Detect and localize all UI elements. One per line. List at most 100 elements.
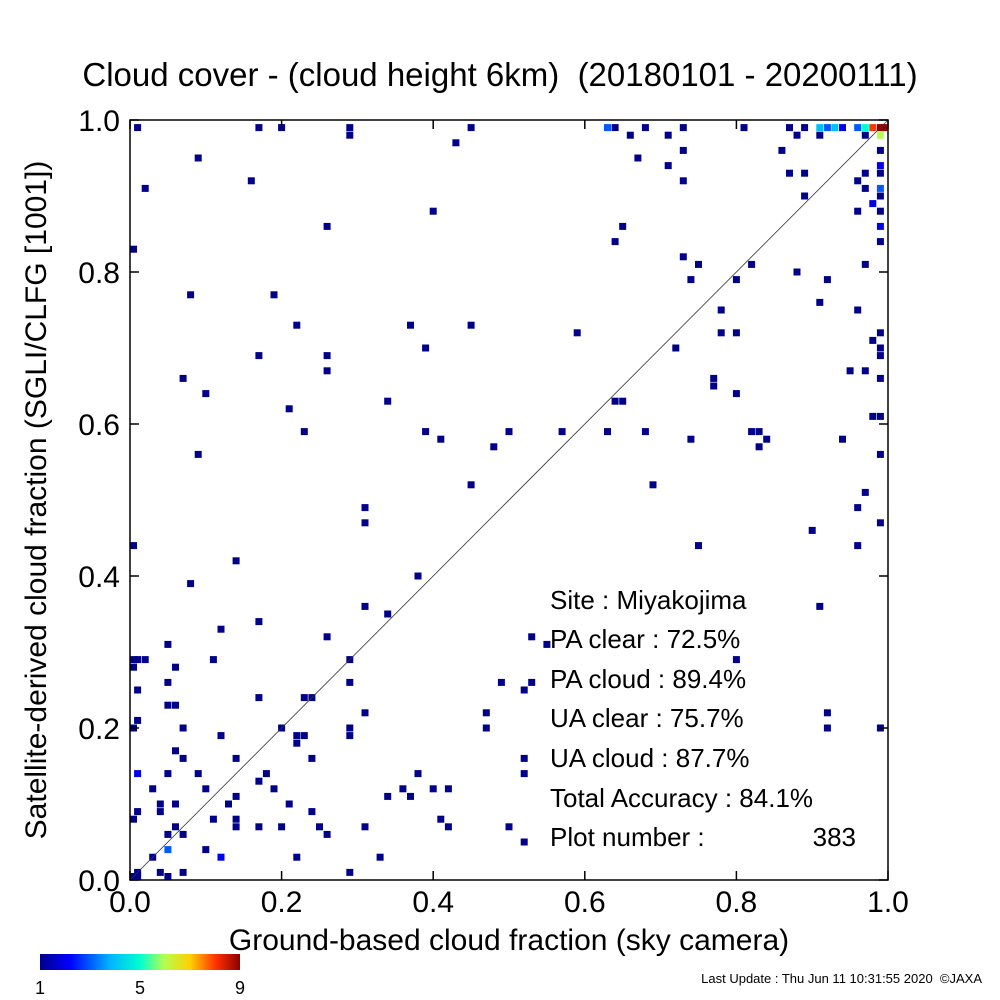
- data-cell: [611, 238, 619, 246]
- y-tick-label: 1.0: [78, 105, 120, 138]
- data-cell: [346, 124, 354, 132]
- data-cell: [293, 853, 301, 861]
- data-cell: [876, 131, 884, 139]
- data-cell: [209, 815, 217, 823]
- data-cell: [482, 709, 490, 717]
- data-cell: [376, 853, 384, 861]
- data-cell: [876, 238, 884, 246]
- data-cell: [611, 397, 619, 405]
- data-cell: [732, 329, 740, 337]
- data-cell: [505, 823, 513, 831]
- data-cell: [801, 124, 809, 132]
- data-cell: [130, 245, 137, 253]
- data-cell: [346, 868, 354, 876]
- data-cell: [156, 800, 164, 808]
- y-tick-label: 0.2: [78, 713, 120, 746]
- data-cell: [876, 352, 884, 360]
- data-cell: [346, 678, 354, 686]
- data-cell: [134, 124, 142, 132]
- data-cell: [156, 868, 164, 876]
- data-cell: [164, 640, 172, 648]
- data-cell: [823, 124, 831, 132]
- data-cell: [695, 260, 702, 268]
- one-to-one-line: [129, 119, 889, 881]
- data-cell: [528, 633, 536, 641]
- data-cell: [861, 124, 869, 132]
- chart-title: Cloud cover - (cloud height 6km) (201801…: [82, 56, 918, 93]
- x-tick-label: 0.6: [564, 886, 606, 919]
- data-cell: [748, 428, 756, 436]
- data-cell: [399, 785, 407, 793]
- data-cell: [300, 428, 308, 436]
- data-cell: [778, 146, 786, 154]
- data-cell: [255, 823, 263, 831]
- data-cell: [384, 397, 392, 405]
- data-cell: [384, 610, 392, 618]
- data-cell: [149, 785, 157, 793]
- data-cell: [664, 162, 672, 170]
- data-cell: [187, 291, 195, 299]
- data-cell: [816, 602, 824, 610]
- data-cell: [619, 397, 627, 405]
- data-cell: [740, 124, 748, 132]
- data-cell: [793, 131, 801, 139]
- data-cell: [134, 716, 142, 724]
- data-cell: [134, 808, 142, 816]
- data-cell: [285, 800, 293, 808]
- data-cell: [232, 792, 240, 800]
- data-cell: [323, 367, 331, 375]
- data-cell: [497, 678, 505, 686]
- data-cell: [255, 694, 263, 702]
- data-cell: [869, 412, 877, 420]
- data-cell: [316, 823, 323, 831]
- data-cell: [172, 663, 179, 671]
- data-cell: [270, 291, 278, 299]
- colorbar-label-min: 1: [35, 978, 45, 998]
- data-cell: [839, 435, 846, 443]
- data-cell: [786, 124, 793, 132]
- data-cell: [710, 382, 718, 390]
- data-cell: [876, 412, 884, 420]
- data-cell: [247, 177, 255, 185]
- data-cell: [664, 131, 672, 139]
- data-cell: [793, 268, 801, 276]
- data-cell: [323, 352, 331, 360]
- data-cell: [679, 177, 687, 185]
- colorbar-label-max: 9: [235, 978, 245, 998]
- data-cell: [732, 390, 740, 398]
- data-cell: [429, 207, 437, 215]
- data-cell: [414, 770, 422, 778]
- data-cell: [641, 428, 649, 436]
- data-cell: [861, 131, 869, 139]
- data-cell: [861, 169, 869, 177]
- data-cell: [876, 329, 884, 337]
- data-cell: [217, 625, 225, 633]
- data-cell: [130, 542, 137, 550]
- data-cell: [717, 306, 725, 314]
- data-cell: [634, 154, 642, 162]
- data-cell: [225, 800, 232, 808]
- data-cell: [422, 428, 430, 436]
- data-cell: [194, 770, 202, 778]
- data-cell: [854, 542, 862, 550]
- data-cell: [437, 815, 445, 823]
- data-cell: [308, 808, 316, 816]
- data-cell: [876, 162, 884, 170]
- data-cell: [262, 770, 270, 778]
- data-cell: [854, 177, 862, 185]
- x-tick-label: 0.0: [109, 886, 151, 919]
- data-cell: [134, 656, 142, 664]
- data-cell: [505, 428, 513, 436]
- data-cell: [573, 329, 581, 337]
- data-cell: [156, 808, 164, 816]
- x-axis-title: Ground-based cloud fraction (sky camera): [229, 924, 789, 957]
- data-cell: [179, 374, 187, 382]
- y-tick-label: 0.6: [78, 409, 120, 442]
- data-cell: [869, 336, 877, 344]
- stats-plot-number-label: Plot number :: [550, 822, 705, 852]
- data-cell: [876, 374, 884, 382]
- data-cell: [179, 724, 187, 732]
- data-cell: [323, 830, 331, 838]
- data-cell: [467, 321, 475, 329]
- data-cell: [164, 873, 172, 880]
